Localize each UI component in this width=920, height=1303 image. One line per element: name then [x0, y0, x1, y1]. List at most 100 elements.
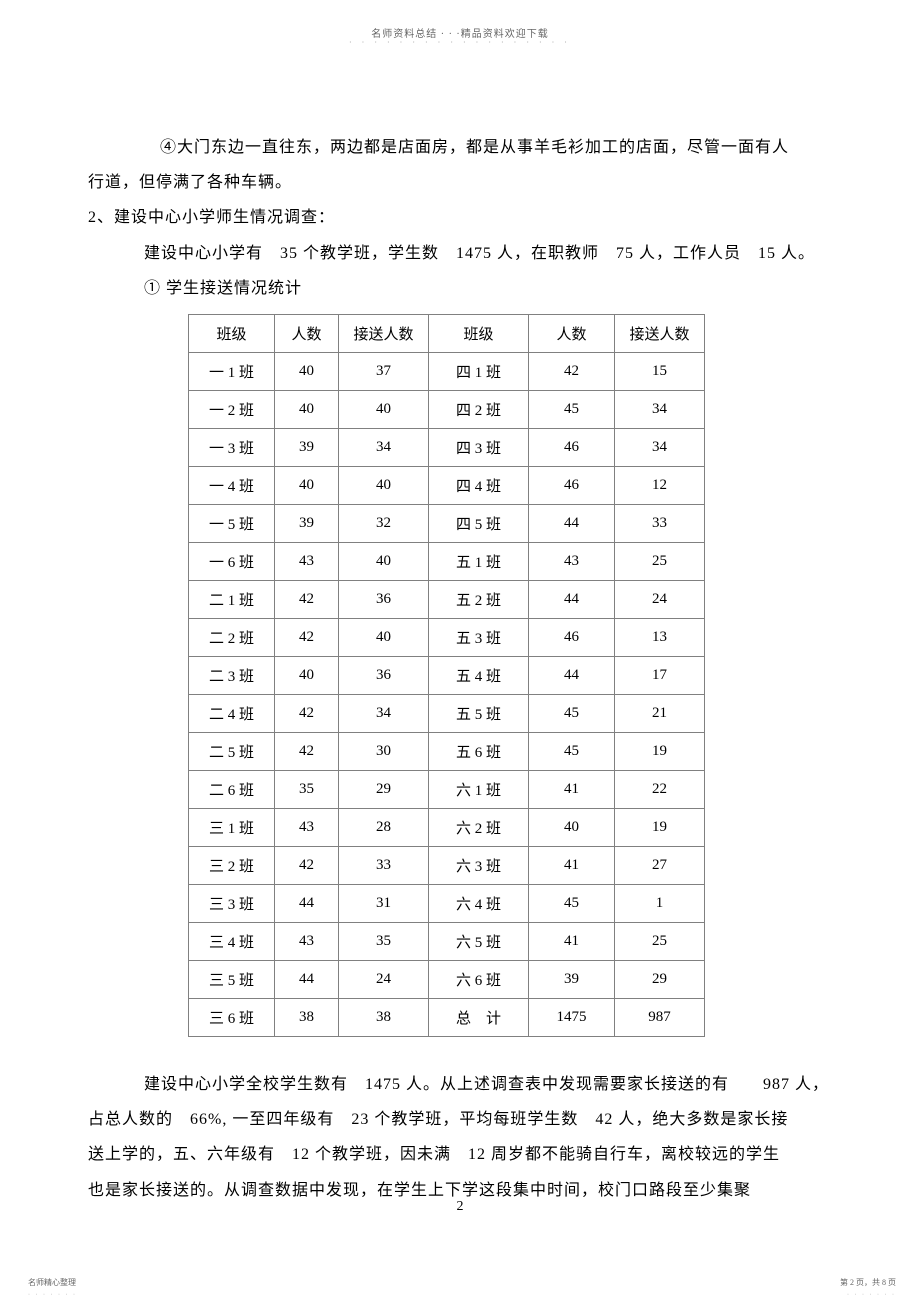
table-cell: 一 6 班	[189, 542, 275, 580]
table-cell: 15	[615, 352, 705, 390]
table-cell: 六 3 班	[429, 846, 529, 884]
table-cell: 总 计	[429, 998, 529, 1036]
table-cell: 六 2 班	[429, 808, 529, 846]
table-cell: 40	[339, 466, 429, 504]
table-row: 一 1 班4037四 1 班4215	[189, 352, 705, 390]
table-cell: 五 3 班	[429, 618, 529, 656]
table-cell: 一 3 班	[189, 428, 275, 466]
table-cell: 45	[529, 732, 615, 770]
table-row: 二 2 班4240五 3 班4613	[189, 618, 705, 656]
table-cell: 五 6 班	[429, 732, 529, 770]
paragraph-1-line2: 行道，但停满了各种车辆。	[88, 165, 843, 200]
table-row: 二 6 班3529六 1 班4122	[189, 770, 705, 808]
table-cell: 25	[615, 542, 705, 580]
table-cell: 24	[615, 580, 705, 618]
table-cell: 41	[529, 770, 615, 808]
table-cell: 44	[529, 580, 615, 618]
table-cell: 25	[615, 922, 705, 960]
table-row: 一 3 班3934四 3 班4634	[189, 428, 705, 466]
table-cell: 三 4 班	[189, 922, 275, 960]
table-cell: 三 6 班	[189, 998, 275, 1036]
statistics-table-container: 班级 人数 接送人数 班级 人数 接送人数 一 1 班4037四 1 班4215…	[188, 314, 843, 1037]
table-cell: 32	[339, 504, 429, 542]
table-cell: 二 1 班	[189, 580, 275, 618]
footer-dots-right: · · · · · · ·	[847, 1292, 896, 1298]
after-table-content: 建设中心小学全校学生数有 1475 人。从上述调查表中发现需要家长接送的有 98…	[88, 1067, 843, 1208]
table-cell: 40	[529, 808, 615, 846]
table-cell: 36	[339, 580, 429, 618]
table-cell: 19	[615, 808, 705, 846]
table-cell: 六 6 班	[429, 960, 529, 998]
table-cell: 六 4 班	[429, 884, 529, 922]
table-cell: 44	[275, 960, 339, 998]
table-cell: 29	[339, 770, 429, 808]
table-cell: 五 1 班	[429, 542, 529, 580]
table-cell: 1	[615, 884, 705, 922]
table-row: 二 3 班4036五 4 班4417	[189, 656, 705, 694]
table-cell: 42	[275, 580, 339, 618]
table-cell: 22	[615, 770, 705, 808]
table-cell: 33	[615, 504, 705, 542]
table-cell: 四 2 班	[429, 390, 529, 428]
table-body: 一 1 班4037四 1 班4215一 2 班4040四 2 班4534一 3 …	[189, 352, 705, 1036]
table-cell: 40	[275, 390, 339, 428]
table-row: 一 2 班4040四 2 班4534	[189, 390, 705, 428]
table-cell: 33	[339, 846, 429, 884]
header-dots: · · · · · · · · · · · · · · · · · ·	[0, 38, 920, 47]
footer-left: 名师精心整理	[28, 1277, 76, 1288]
table-cell: 一 4 班	[189, 466, 275, 504]
table-cell: 40	[339, 542, 429, 580]
table-cell: 43	[275, 808, 339, 846]
table-cell: 43	[529, 542, 615, 580]
table-cell: 39	[275, 504, 339, 542]
table-cell: 45	[529, 884, 615, 922]
table-cell: 17	[615, 656, 705, 694]
table-cell: 五 5 班	[429, 694, 529, 732]
table-cell: 六 1 班	[429, 770, 529, 808]
table-cell: 45	[529, 390, 615, 428]
table-cell: 27	[615, 846, 705, 884]
table-cell: 40	[275, 352, 339, 390]
table-row: 一 6 班4340五 1 班4325	[189, 542, 705, 580]
header-count1: 人数	[275, 314, 339, 352]
table-cell: 42	[275, 694, 339, 732]
table-cell: 34	[339, 428, 429, 466]
table-cell: 44	[529, 656, 615, 694]
header-class2: 班级	[429, 314, 529, 352]
footer-right: 第 2 页，共 8 页	[840, 1277, 896, 1288]
statistics-table: 班级 人数 接送人数 班级 人数 接送人数 一 1 班4037四 1 班4215…	[188, 314, 705, 1037]
table-cell: 38	[339, 998, 429, 1036]
table-cell: 40	[339, 618, 429, 656]
table-cell: 四 3 班	[429, 428, 529, 466]
table-row: 三 3 班4431六 4 班451	[189, 884, 705, 922]
page-number: 2	[0, 1199, 920, 1215]
table-row: 三 2 班4233六 3 班4127	[189, 846, 705, 884]
paragraph-4: ① 学生接送情况统计	[88, 271, 843, 306]
table-cell: 一 5 班	[189, 504, 275, 542]
after-paragraph-2: 占总人数的 66%, 一至四年级有 23 个教学班，平均每班学生数 42 人，绝…	[88, 1102, 843, 1137]
table-cell: 37	[339, 352, 429, 390]
table-cell: 34	[615, 390, 705, 428]
table-cell: 36	[339, 656, 429, 694]
main-content: ④大门东边一直往东，两边都是店面房，都是从事羊毛衫加工的店面，尽管一面有人 行道…	[88, 130, 843, 1208]
table-cell: 二 4 班	[189, 694, 275, 732]
table-cell: 24	[339, 960, 429, 998]
paragraph-3: 建设中心小学有 35 个教学班，学生数 1475 人，在职教师 75 人，工作人…	[88, 236, 843, 271]
footer-dots-left: · · · · · · ·	[28, 1292, 77, 1298]
header-pickup2: 接送人数	[615, 314, 705, 352]
table-row: 二 5 班4230五 6 班4519	[189, 732, 705, 770]
table-cell: 一 2 班	[189, 390, 275, 428]
table-cell: 39	[529, 960, 615, 998]
table-cell: 46	[529, 618, 615, 656]
table-cell: 34	[615, 428, 705, 466]
table-cell: 34	[339, 694, 429, 732]
paragraph-2: 2、建设中心小学师生情况调查：	[88, 200, 843, 235]
header-pickup1: 接送人数	[339, 314, 429, 352]
table-cell: 12	[615, 466, 705, 504]
table-cell: 三 5 班	[189, 960, 275, 998]
table-cell: 46	[529, 428, 615, 466]
table-cell: 40	[339, 390, 429, 428]
table-cell: 31	[339, 884, 429, 922]
table-cell: 42	[275, 618, 339, 656]
table-cell: 19	[615, 732, 705, 770]
